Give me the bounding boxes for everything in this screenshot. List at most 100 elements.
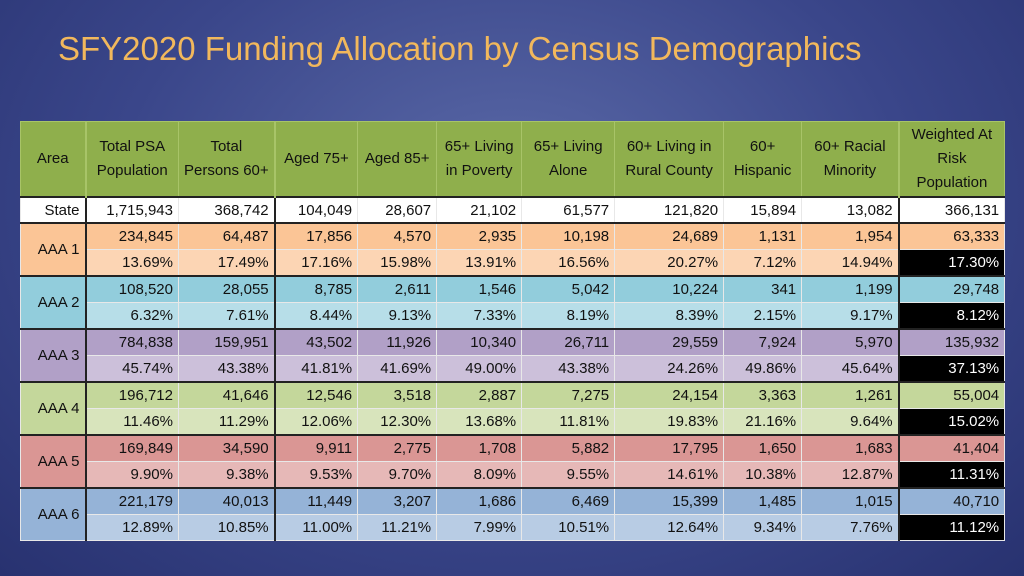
cell: 17.49% (177, 249, 276, 277)
cell: 34,590 (177, 434, 276, 462)
cell: 14.61% (614, 461, 725, 489)
cell: 10,224 (614, 275, 725, 303)
cell: 1,686 (436, 487, 523, 515)
cell: 8.39% (614, 302, 725, 330)
header-line: Hispanic (733, 162, 792, 179)
cell: 7.61% (177, 302, 276, 330)
area-label: AAA 3 (20, 328, 87, 383)
cell: 9.17% (801, 302, 900, 330)
cell: 8.44% (274, 302, 359, 330)
cell: 7.99% (436, 514, 523, 541)
area-label: AAA 4 (20, 381, 87, 436)
header-line: 60+ (749, 138, 776, 155)
cell: 13.69% (85, 249, 179, 277)
cell: 24.26% (614, 355, 725, 383)
area-row: AAA 6 221,179 40,013 11,449 3,207 1,686 6,469 1… (20, 487, 1006, 541)
cell: 6,469 (521, 487, 616, 515)
cell: 3,518 (357, 381, 438, 409)
area-row: 6.32% 7.61% 8.44% 9.13% 7.33% 8.19% 8.39% 2.15%… (21, 302, 1006, 330)
cell: 10.85% (177, 514, 276, 541)
cell: 49.86% (723, 355, 803, 383)
cell: 1,546 (436, 275, 523, 303)
cell: 11,449 (274, 487, 359, 515)
cell: 9.64% (801, 408, 900, 436)
header-line: 65+ Living (444, 138, 514, 155)
cell: 45.74% (85, 355, 179, 383)
cell: 17.30% (898, 249, 1006, 277)
cell: 41.69% (357, 355, 438, 383)
header-cell: 65+ Living in Poverty (436, 121, 523, 198)
area-row: AAA 1 234,845 64,487 17,856 4,570 2,935 10,198… (20, 222, 1006, 277)
cell: 9.53% (274, 461, 359, 489)
cell: 7.76% (801, 514, 900, 541)
area-label: State (20, 196, 87, 224)
cell: 7,924 (723, 328, 803, 356)
area-row: 11.46% 11.29% 12.06% 12.30% 13.68% 11.81% 19.8… (21, 408, 1006, 436)
header-line: Persons 60+ (184, 162, 269, 179)
cell: 41,404 (898, 434, 1006, 462)
cell: 40,710 (898, 487, 1006, 515)
header-row: Area Total PSA Population Total Persons 60+ A… (20, 121, 1006, 198)
cell: 104,049 (274, 196, 359, 224)
cell: 15,399 (614, 487, 725, 515)
header-cell: Aged 75+ (274, 121, 359, 198)
cell: 784,838 (85, 328, 179, 356)
cell: 12.89% (85, 514, 179, 541)
cell: 11.31% (898, 461, 1006, 489)
cell: 17,856 (274, 222, 359, 250)
cell: 14.94% (801, 249, 900, 277)
cell: 9.70% (357, 461, 438, 489)
header-cell: 65+ Living Alone (521, 121, 616, 198)
cell: 7,275 (521, 381, 616, 409)
header-cell: 60+ Hispanic (723, 121, 803, 198)
header-line: Weighted At (911, 126, 993, 143)
cell: 19.83% (614, 408, 725, 436)
cell: 12.30% (357, 408, 438, 436)
cell: 7.12% (723, 249, 803, 277)
slide-title: SFY2020 Funding Allocation by Census Dem… (58, 30, 862, 67)
header-line: Aged 75+ (284, 150, 349, 167)
cell: 11.00% (274, 514, 359, 541)
cell: 9.38% (177, 461, 276, 489)
cell: 2,935 (436, 222, 523, 250)
cell: 9.90% (85, 461, 179, 489)
cell: 24,154 (614, 381, 725, 409)
cell: 29,559 (614, 328, 725, 356)
cell: 28,055 (177, 275, 276, 303)
cell: 10,340 (436, 328, 523, 356)
header-cell: Aged 85+ (357, 121, 438, 198)
cell: 11.12% (898, 514, 1006, 541)
header-line: Aged 85+ (364, 150, 430, 167)
cell: 26,711 (521, 328, 616, 356)
cell: 29,748 (898, 275, 1006, 303)
cell: 2,775 (357, 434, 438, 462)
cell: 1,199 (801, 275, 900, 303)
cell: 17,795 (614, 434, 725, 462)
cell: 21.16% (723, 408, 803, 436)
header-cell: Weighted At Risk Population (898, 121, 1006, 198)
cell: 21,102 (436, 196, 523, 224)
cell: 10,198 (521, 222, 616, 250)
header-cell: Total PSA Population (85, 121, 179, 198)
cell: 37.13% (898, 355, 1006, 383)
area-row: AAA 2 108,520 28,055 8,785 2,611 1,546 5,042 10… (20, 275, 1006, 330)
cell: 5,882 (521, 434, 616, 462)
cell: 13,082 (801, 196, 900, 224)
cell: 41,646 (177, 381, 276, 409)
header-line: Total (210, 138, 243, 155)
cell: 9.34% (723, 514, 803, 541)
cell: 3,207 (357, 487, 438, 515)
cell: 45.64% (801, 355, 900, 383)
cell: 11.21% (357, 514, 438, 541)
cell: 8.19% (521, 302, 616, 330)
cell: 8.09% (436, 461, 523, 489)
cell: 15,894 (723, 196, 803, 224)
cell: 17.16% (274, 249, 359, 277)
cell: 12,546 (274, 381, 359, 409)
cell: 221,179 (85, 487, 179, 515)
area-label: AAA 5 (20, 434, 87, 489)
cell: 5,970 (801, 328, 900, 356)
header-line: 65+ Living (533, 138, 603, 155)
cell: 40,013 (177, 487, 276, 515)
cell: 20.27% (614, 249, 725, 277)
